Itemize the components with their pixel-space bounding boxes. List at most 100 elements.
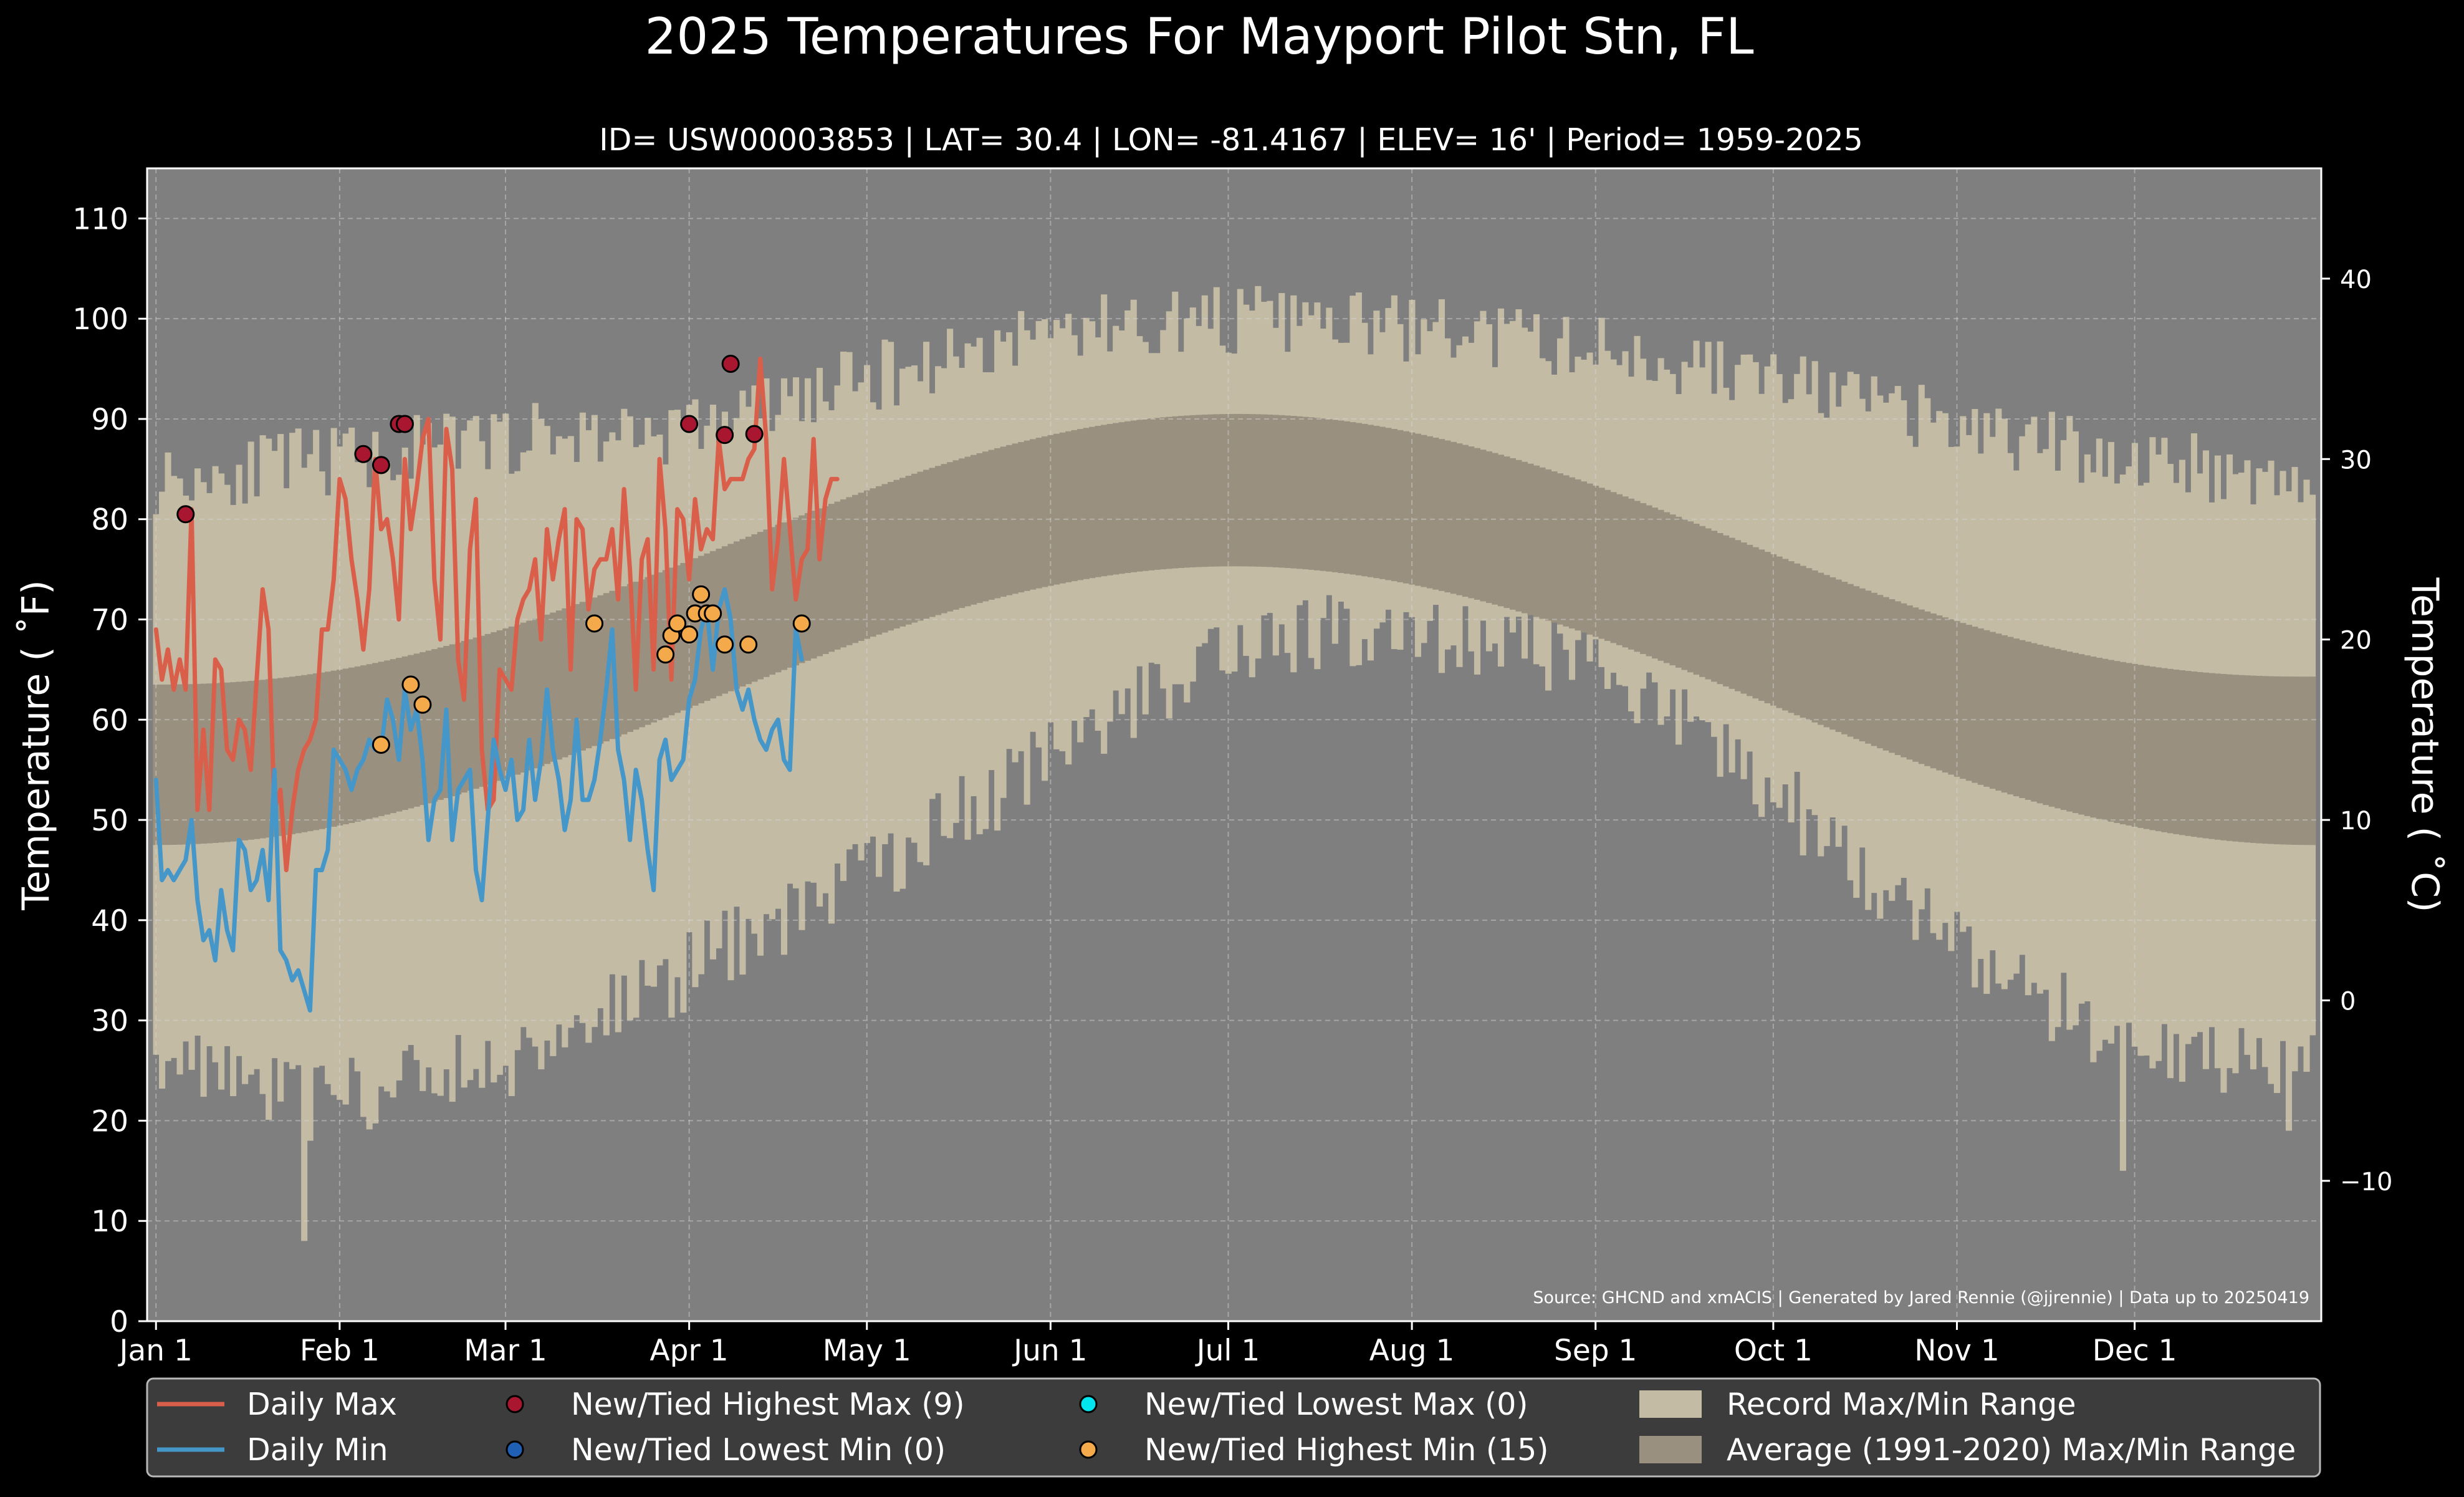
average-range-bar	[413, 653, 420, 807]
average-range-bar	[419, 652, 426, 806]
average-range-bar	[1095, 425, 1101, 577]
x-tick-label: Aug 1	[1369, 1334, 1455, 1368]
new-highest-min-marker	[372, 736, 390, 754]
average-range-bar	[1065, 431, 1072, 582]
average-range-bar	[1924, 611, 1931, 766]
average-range-bar	[467, 639, 474, 791]
average-range-bar	[491, 632, 497, 783]
average-range-bar	[763, 529, 770, 677]
x-tick-label: Oct 1	[1734, 1334, 1813, 1368]
new-highest-min-marker	[668, 614, 687, 633]
average-range-bar	[1580, 481, 1588, 633]
average-range-bar	[319, 672, 325, 829]
legend-label: New/Tied Highest Min (15)	[1144, 1432, 1548, 1468]
legend-dot-swatch	[1079, 1395, 1098, 1413]
average-range-bar	[2031, 643, 2038, 802]
legend-label: Record Max/Min Range	[1727, 1387, 2076, 1422]
average-range-bar	[1338, 420, 1345, 574]
daily-min-line	[153, 587, 804, 1013]
average-range-bar	[1965, 625, 1972, 781]
average-range-bar	[2043, 646, 2049, 806]
average-range-bar	[1551, 471, 1558, 623]
average-range-bar	[1302, 416, 1309, 570]
average-range-bar	[2096, 657, 2102, 819]
average-range-bar	[888, 481, 894, 631]
average-range-bar	[899, 478, 906, 627]
average-range-bar	[1456, 443, 1463, 595]
average-range-bar	[1023, 440, 1030, 591]
average-range-bar	[2273, 676, 2281, 845]
legend: Daily Max Daily Min New/Tied Highest Max (…	[146, 1377, 2321, 1478]
average-range-bar	[911, 473, 918, 623]
average-range-bar	[1735, 540, 1742, 691]
legend-item: Daily Max	[157, 1387, 397, 1422]
average-range-bar	[1717, 532, 1723, 685]
average-range-bar	[1865, 590, 1872, 744]
new-highest-min-marker	[680, 625, 699, 644]
average-range-bar	[171, 684, 178, 845]
record-range-bar	[876, 409, 883, 877]
average-range-bar	[1225, 413, 1232, 567]
x-axis: Jan 1 Feb 1 Mar 1 Apr 1 May 1 Jun 1 Jul 1 Aug 1…	[118, 1321, 2177, 1368]
average-range-bar	[863, 490, 871, 639]
left-tick-label: 10	[91, 1205, 128, 1239]
average-range-bar	[733, 541, 741, 689]
record-range-bar	[727, 430, 734, 981]
average-range-bar	[2202, 672, 2210, 839]
average-range-bar	[1586, 483, 1593, 635]
average-range-bar	[959, 458, 966, 609]
average-range-bar	[1889, 599, 1896, 753]
average-range-bar	[538, 617, 545, 766]
x-tick-label: Apr 1	[650, 1334, 729, 1368]
average-range-bar	[1610, 492, 1617, 643]
average-range-bar	[307, 674, 314, 832]
average-range-bar	[1349, 422, 1356, 575]
average-range-bar	[1728, 537, 1735, 689]
average-range-bar	[1124, 421, 1131, 574]
right-tick-label: 30	[2340, 446, 2372, 474]
average-range-bar	[384, 660, 391, 815]
average-range-bar	[1379, 426, 1386, 579]
new-highest-max-marker	[716, 426, 734, 445]
average-range-bar	[1083, 428, 1090, 579]
average-range-bar	[1652, 508, 1659, 659]
average-range-bar	[1367, 425, 1374, 577]
average-range-bar	[1189, 415, 1196, 567]
record-range-bar	[680, 421, 687, 1013]
average-range-bar	[1391, 428, 1397, 582]
legend-patch-swatch	[1639, 1436, 1702, 1463]
average-range-bar	[266, 679, 272, 838]
x-tick-label: Jan 1	[118, 1334, 193, 1368]
average-range-bar	[1527, 463, 1534, 615]
average-range-bar	[153, 685, 160, 845]
average-range-bar	[283, 677, 290, 835]
average-range-bar	[579, 602, 586, 751]
average-range-bar	[1604, 489, 1611, 641]
average-range-bar	[159, 684, 166, 845]
average-range-bar	[484, 633, 491, 785]
average-range-bar	[1207, 414, 1214, 567]
average-range-bar	[1995, 633, 2002, 791]
average-range-bar	[709, 551, 716, 699]
x-tick-label: Jun 1	[1012, 1334, 1087, 1368]
average-range-bar	[1237, 413, 1244, 567]
average-range-bar	[1497, 455, 1505, 607]
average-range-bar	[1331, 420, 1338, 572]
average-range-bar	[1184, 415, 1191, 568]
average-range-bar	[1953, 621, 1960, 777]
average-range-bar	[1492, 453, 1498, 605]
average-range-bar	[1699, 526, 1706, 677]
average-range-bar	[1800, 566, 1806, 718]
average-range-bar	[2179, 670, 2186, 835]
average-range-bar	[1681, 519, 1688, 670]
average-range-bar	[337, 670, 343, 826]
average-range-bar	[2238, 675, 2245, 842]
average-range-bar	[1847, 584, 1854, 737]
average-range-bar	[638, 579, 645, 728]
left-tick-label: 40	[91, 904, 128, 938]
average-range-bar	[2131, 663, 2138, 827]
legend-item: Daily Min	[157, 1432, 388, 1468]
average-range-bar	[2197, 671, 2203, 838]
average-range-bar	[798, 515, 805, 663]
new-highest-min-marker	[704, 604, 722, 623]
